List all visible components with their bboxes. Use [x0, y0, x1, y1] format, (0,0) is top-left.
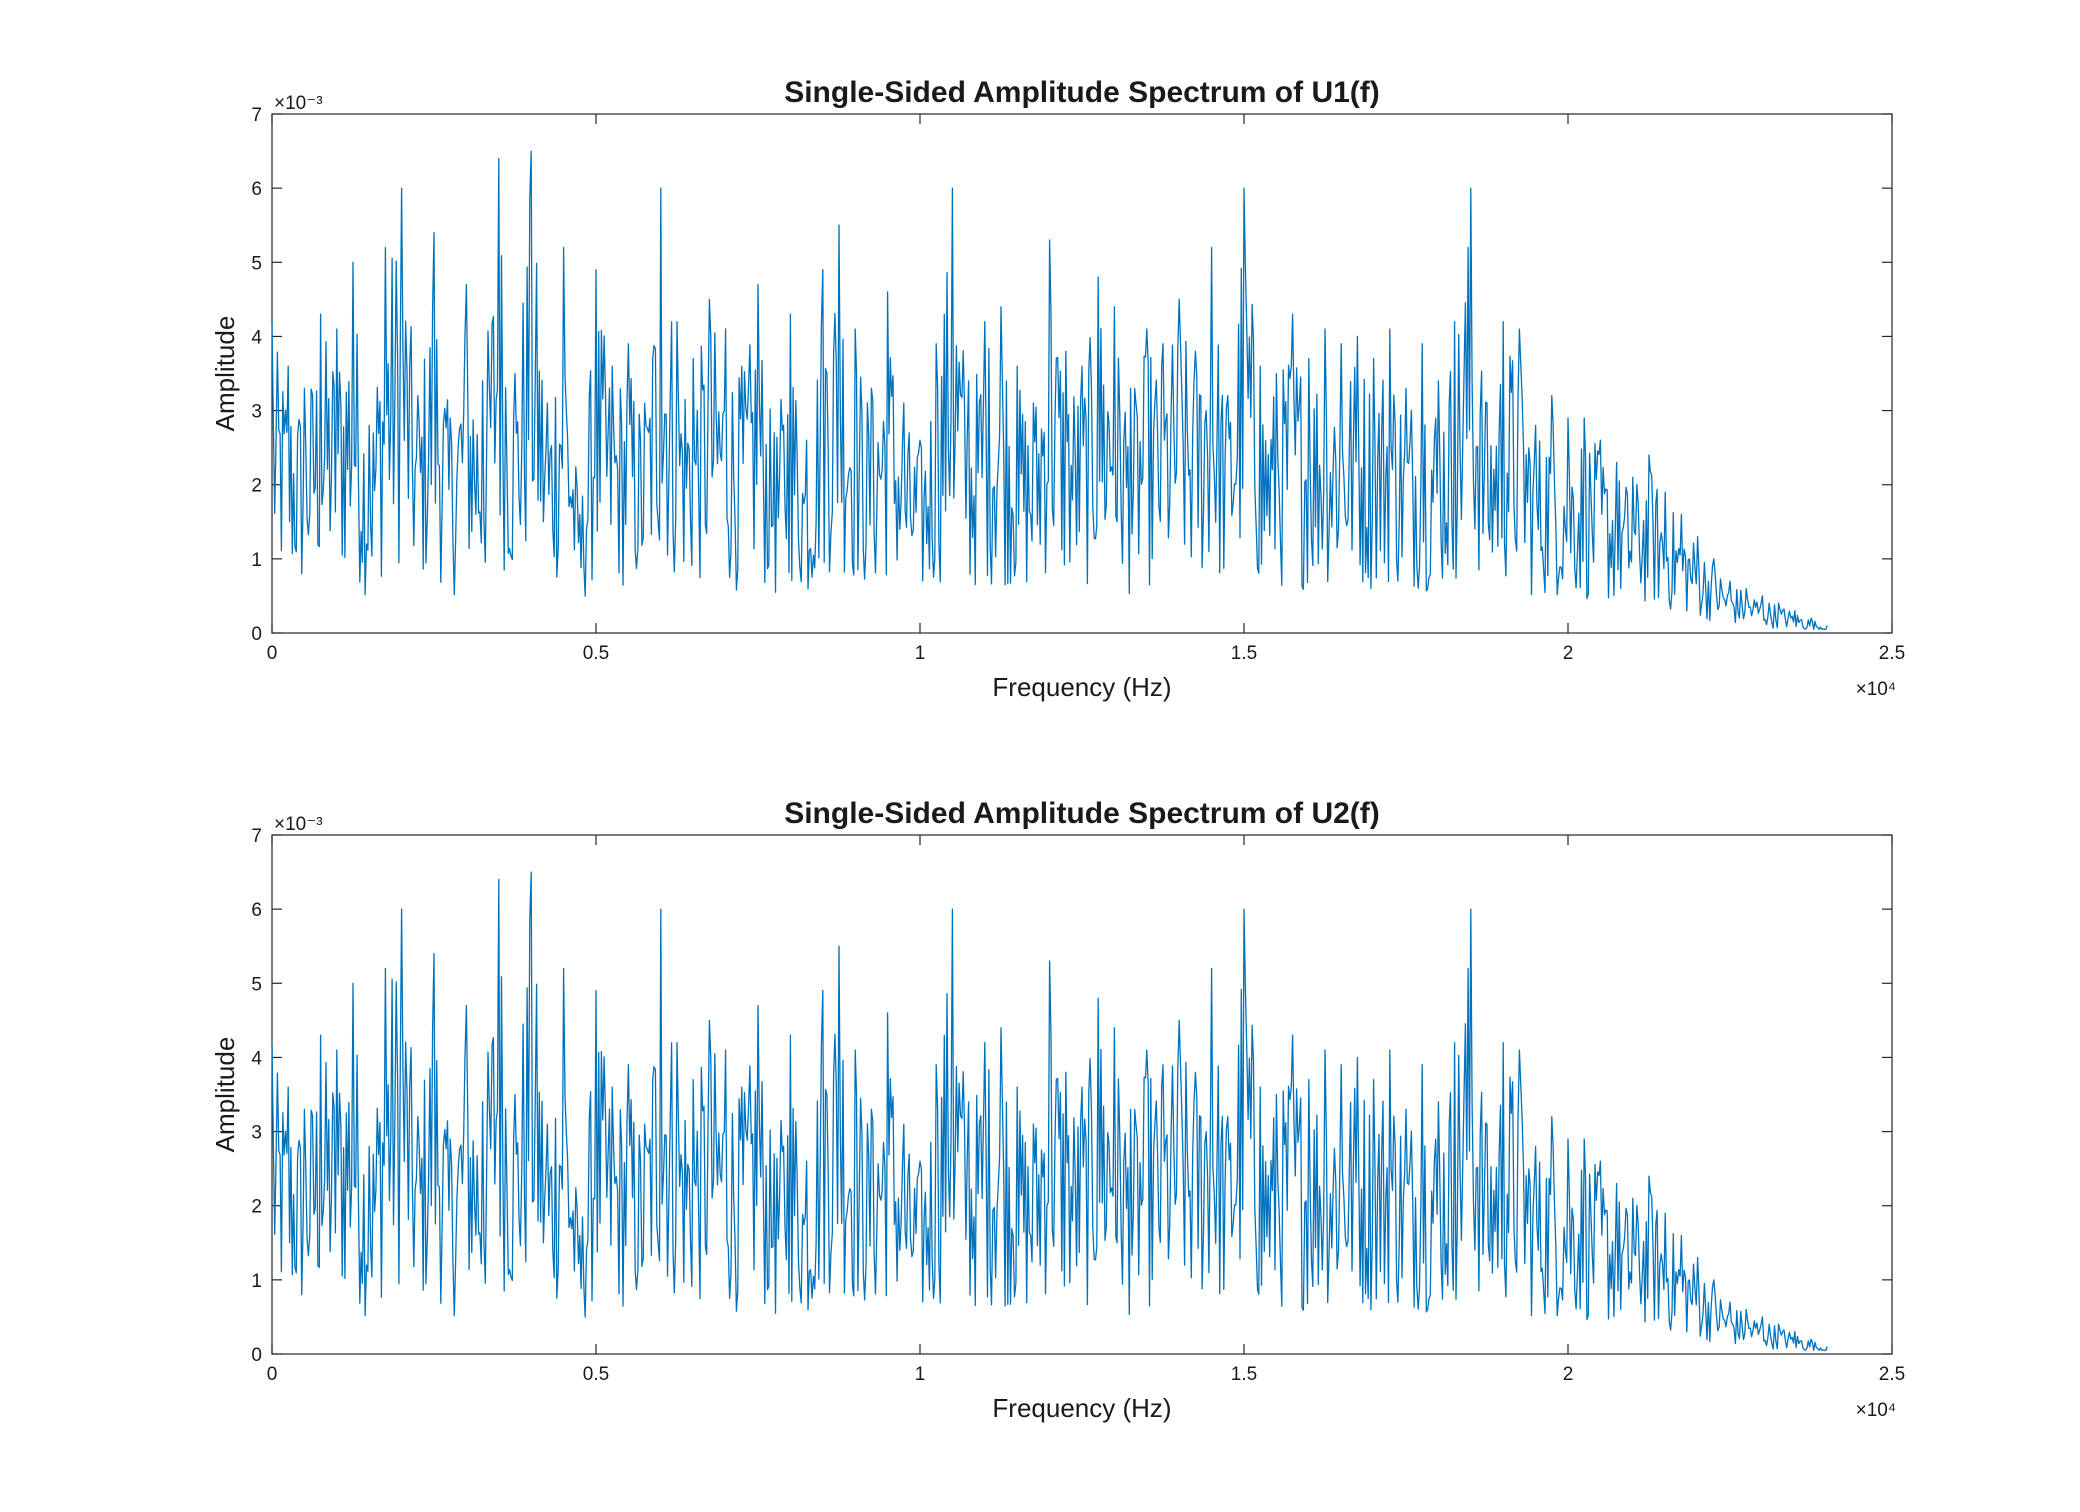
- x-ticks: 0 0.5 1 1.5 2 2.5: [267, 114, 1905, 664]
- x-axis-label: Frequency (Hz): [992, 672, 1171, 702]
- y-tick-label: 4: [251, 1048, 262, 1069]
- axes-frame: [271, 834, 1893, 1355]
- x-tick-label: 1: [915, 1364, 926, 1385]
- y-tick-label: 0: [251, 624, 262, 645]
- chart-title: Single-Sided Amplitude Spectrum of U2(f): [784, 797, 1380, 830]
- series-line: [271, 150, 1828, 630]
- x-tick-label: 2.5: [1879, 1364, 1905, 1385]
- y-tick-label: 7: [251, 826, 262, 847]
- x-ticks: 0 0.5 1 1.5 2 2.5: [267, 835, 1905, 1385]
- x-tick-label: 0.5: [583, 1364, 609, 1385]
- axes-frame: [271, 113, 1893, 634]
- subplot-2: Single-Sided Amplitude Spectrum of U2(f)…: [210, 797, 1905, 1423]
- y-tick-label: 1: [251, 1271, 262, 1292]
- y-axis-label: Amplitude: [210, 1037, 240, 1153]
- series-line: [271, 871, 1828, 1351]
- x-axis-label: Frequency (Hz): [992, 1393, 1171, 1423]
- y-tick-label: 5: [251, 974, 262, 995]
- y-tick-label: 5: [251, 253, 262, 274]
- x-tick-label: 2: [1563, 1364, 1574, 1385]
- y-axis-label: Amplitude: [210, 316, 240, 432]
- x-tick-label: 2.5: [1879, 643, 1905, 664]
- x-tick-label: 0.5: [583, 643, 609, 664]
- y-tick-label: 6: [251, 179, 262, 200]
- y-exponent-label: ×10⁻³: [274, 814, 323, 835]
- y-tick-label: 6: [251, 900, 262, 921]
- y-tick-label: 2: [251, 476, 262, 497]
- chart-title: Single-Sided Amplitude Spectrum of U1(f): [784, 76, 1380, 109]
- x-exponent-label: ×10⁴: [1856, 679, 1896, 700]
- x-tick-label: 1.5: [1231, 643, 1257, 664]
- x-tick-label: 1.5: [1231, 1364, 1257, 1385]
- y-tick-label: 3: [251, 402, 262, 423]
- x-tick-label: 2: [1563, 643, 1574, 664]
- y-tick-label: 3: [251, 1123, 262, 1144]
- x-tick-label: 0: [267, 643, 278, 664]
- y-ticks: 0 1 2 3 4 5 6 7: [251, 826, 1892, 1366]
- x-tick-label: 1: [915, 643, 926, 664]
- y-tick-label: 1: [251, 550, 262, 571]
- y-tick-label: 4: [251, 327, 262, 348]
- y-tick-label: 0: [251, 1345, 262, 1366]
- x-tick-label: 0: [267, 1364, 278, 1385]
- y-exponent-label: ×10⁻³: [274, 93, 323, 114]
- subplot-1: Single-Sided Amplitude Spectrum of U1(f)…: [210, 76, 1905, 702]
- y-ticks: 0 1 2 3 4 5 6 7: [251, 105, 1892, 645]
- y-tick-label: 7: [251, 105, 262, 126]
- x-exponent-label: ×10⁴: [1856, 1400, 1896, 1421]
- y-tick-label: 2: [251, 1197, 262, 1218]
